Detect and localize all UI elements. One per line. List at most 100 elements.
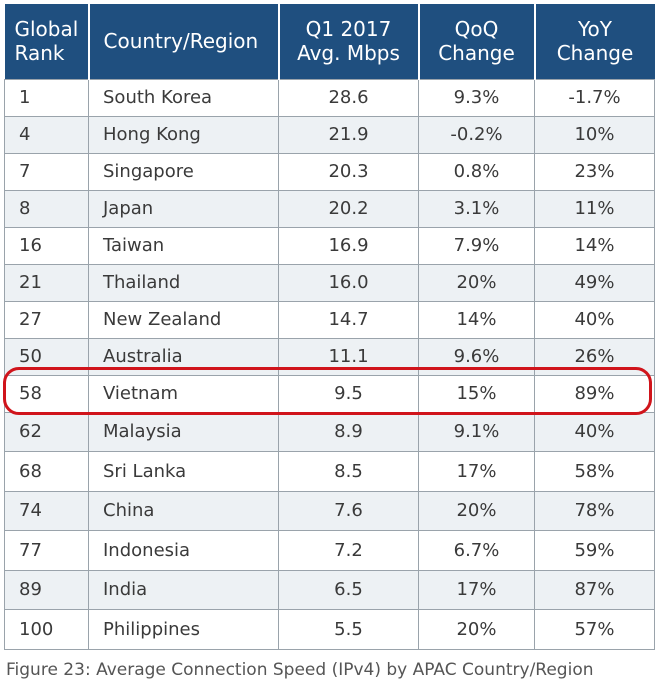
cell-yoy: 57% <box>534 609 655 650</box>
cell-country: Vietnam <box>88 374 279 413</box>
speed-table-container: Global Rank Country/Region Q1 2017 Avg. Mb… <box>4 4 655 650</box>
cell-rank: 1 <box>4 78 89 117</box>
cell-yoy: 87% <box>534 569 655 610</box>
cell-country: South Korea <box>88 78 279 117</box>
cell-rank: 68 <box>4 451 89 492</box>
table-row: 74 China 7.6 20% 78% <box>4 490 655 531</box>
cell-qoq: 3.1% <box>418 189 535 228</box>
header-line: Q1 2017 <box>305 17 392 42</box>
cell-yoy: 89% <box>534 374 655 413</box>
cell-qoq: 9.1% <box>418 411 535 452</box>
cell-speed: 9.5 <box>278 374 419 413</box>
cell-speed: 11.1 <box>278 337 419 376</box>
cell-country: India <box>88 569 279 610</box>
header-line: Global <box>14 17 79 42</box>
cell-rank: 21 <box>4 263 89 302</box>
cell-rank: 89 <box>4 569 89 610</box>
cell-speed: 8.9 <box>278 411 419 452</box>
table-row: 27 New Zealand 14.7 14% 40% <box>4 300 655 339</box>
cell-yoy: -1.7% <box>534 78 655 117</box>
cell-yoy: 26% <box>534 337 655 376</box>
cell-rank: 7 <box>4 152 89 191</box>
column-header-qoq: QoQ Change <box>418 4 536 79</box>
header-line: Country/Region <box>103 29 259 54</box>
cell-qoq: 20% <box>418 490 535 531</box>
cell-yoy: 40% <box>534 411 655 452</box>
cell-country: Singapore <box>88 152 279 191</box>
header-row: Global Rank Country/Region Q1 2017 Avg. Mb… <box>4 4 655 79</box>
column-header-speed: Q1 2017 Avg. Mbps <box>278 4 420 79</box>
table-row: 58 Vietnam 9.5 15% 89% <box>4 374 655 413</box>
cell-speed: 8.5 <box>278 451 419 492</box>
column-header-yoy: YoY Change <box>534 4 655 79</box>
cell-speed: 14.7 <box>278 300 419 339</box>
cell-yoy: 14% <box>534 226 655 265</box>
cell-rank: 27 <box>4 300 89 339</box>
cell-rank: 4 <box>4 115 89 154</box>
column-header-rank: Global Rank <box>4 4 90 79</box>
cell-qoq: 7.9% <box>418 226 535 265</box>
table-row: 1 South Korea 28.6 9.3% -1.7% <box>4 78 655 117</box>
cell-rank: 16 <box>4 226 89 265</box>
cell-country: New Zealand <box>88 300 279 339</box>
cell-rank: 77 <box>4 530 89 571</box>
cell-rank: 50 <box>4 337 89 376</box>
cell-speed: 7.6 <box>278 490 419 531</box>
cell-speed: 21.9 <box>278 115 419 154</box>
cell-yoy: 58% <box>534 451 655 492</box>
cell-speed: 20.2 <box>278 189 419 228</box>
cell-country: Australia <box>88 337 279 376</box>
figure-caption: Figure 23: Average Connection Speed (IPv… <box>6 660 594 680</box>
header-line: Change <box>556 41 634 66</box>
cell-speed: 28.6 <box>278 78 419 117</box>
table-row: 7 Singapore 20.3 0.8% 23% <box>4 152 655 191</box>
cell-country: Thailand <box>88 263 279 302</box>
header-line: QoQ <box>454 17 499 42</box>
cell-yoy: 23% <box>534 152 655 191</box>
table-body: 1 South Korea 28.6 9.3% -1.7% 4 Hong Kong 21.9-… <box>4 78 655 650</box>
table-row: 62 Malaysia 8.9 9.1% 40% <box>4 411 655 452</box>
cell-country: Japan <box>88 189 279 228</box>
cell-qoq: 17% <box>418 451 535 492</box>
cell-qoq: 9.6% <box>418 337 535 376</box>
cell-yoy: 59% <box>534 530 655 571</box>
table-row: 21 Thailand 16.0 20% 49% <box>4 263 655 302</box>
cell-speed: 16.0 <box>278 263 419 302</box>
cell-country: Hong Kong <box>88 115 279 154</box>
cell-qoq: 14% <box>418 300 535 339</box>
header-line: Avg. Mbps <box>297 41 400 66</box>
header-line: Rank <box>14 41 65 66</box>
cell-qoq: 15% <box>418 374 535 413</box>
cell-yoy: 40% <box>534 300 655 339</box>
cell-qoq: 20% <box>418 263 535 302</box>
table-row: 16 Taiwan 16.9 7.9% 14% <box>4 226 655 265</box>
table-row: 50 Australia 11.1 9.6% 26% <box>4 337 655 376</box>
table-row: 100 Philippines 5.5 20% 57% <box>4 609 655 650</box>
header-line: Change <box>438 41 515 66</box>
cell-speed: 16.9 <box>278 226 419 265</box>
cell-qoq: 6.7% <box>418 530 535 571</box>
header-line: YoY <box>577 17 612 42</box>
cell-speed: 5.5 <box>278 609 419 650</box>
cell-speed: 20.3 <box>278 152 419 191</box>
cell-country: Indonesia <box>88 530 279 571</box>
cell-rank: 8 <box>4 189 89 228</box>
cell-yoy: 49% <box>534 263 655 302</box>
cell-qoq: -0.2% <box>418 115 535 154</box>
cell-rank: 100 <box>4 609 89 650</box>
cell-rank: 74 <box>4 490 89 531</box>
table-row: 8 Japan 20.2 3.1% 11% <box>4 189 655 228</box>
column-header-country: Country/Region <box>88 4 280 79</box>
cell-qoq: 9.3% <box>418 78 535 117</box>
cell-speed: 6.5 <box>278 569 419 610</box>
cell-country: Malaysia <box>88 411 279 452</box>
cell-qoq: 20% <box>418 609 535 650</box>
speed-table: Global Rank Country/Region Q1 2017 Avg. Mb… <box>4 4 655 650</box>
cell-yoy: 78% <box>534 490 655 531</box>
cell-rank: 62 <box>4 411 89 452</box>
cell-country: Philippines <box>88 609 279 650</box>
table-row: 4 Hong Kong 21.9 -0.2% 10% <box>4 115 655 154</box>
cell-yoy: 10% <box>534 115 655 154</box>
cell-qoq: 0.8% <box>418 152 535 191</box>
table-row: 68 Sri Lanka 8.5 17% 58% <box>4 451 655 492</box>
